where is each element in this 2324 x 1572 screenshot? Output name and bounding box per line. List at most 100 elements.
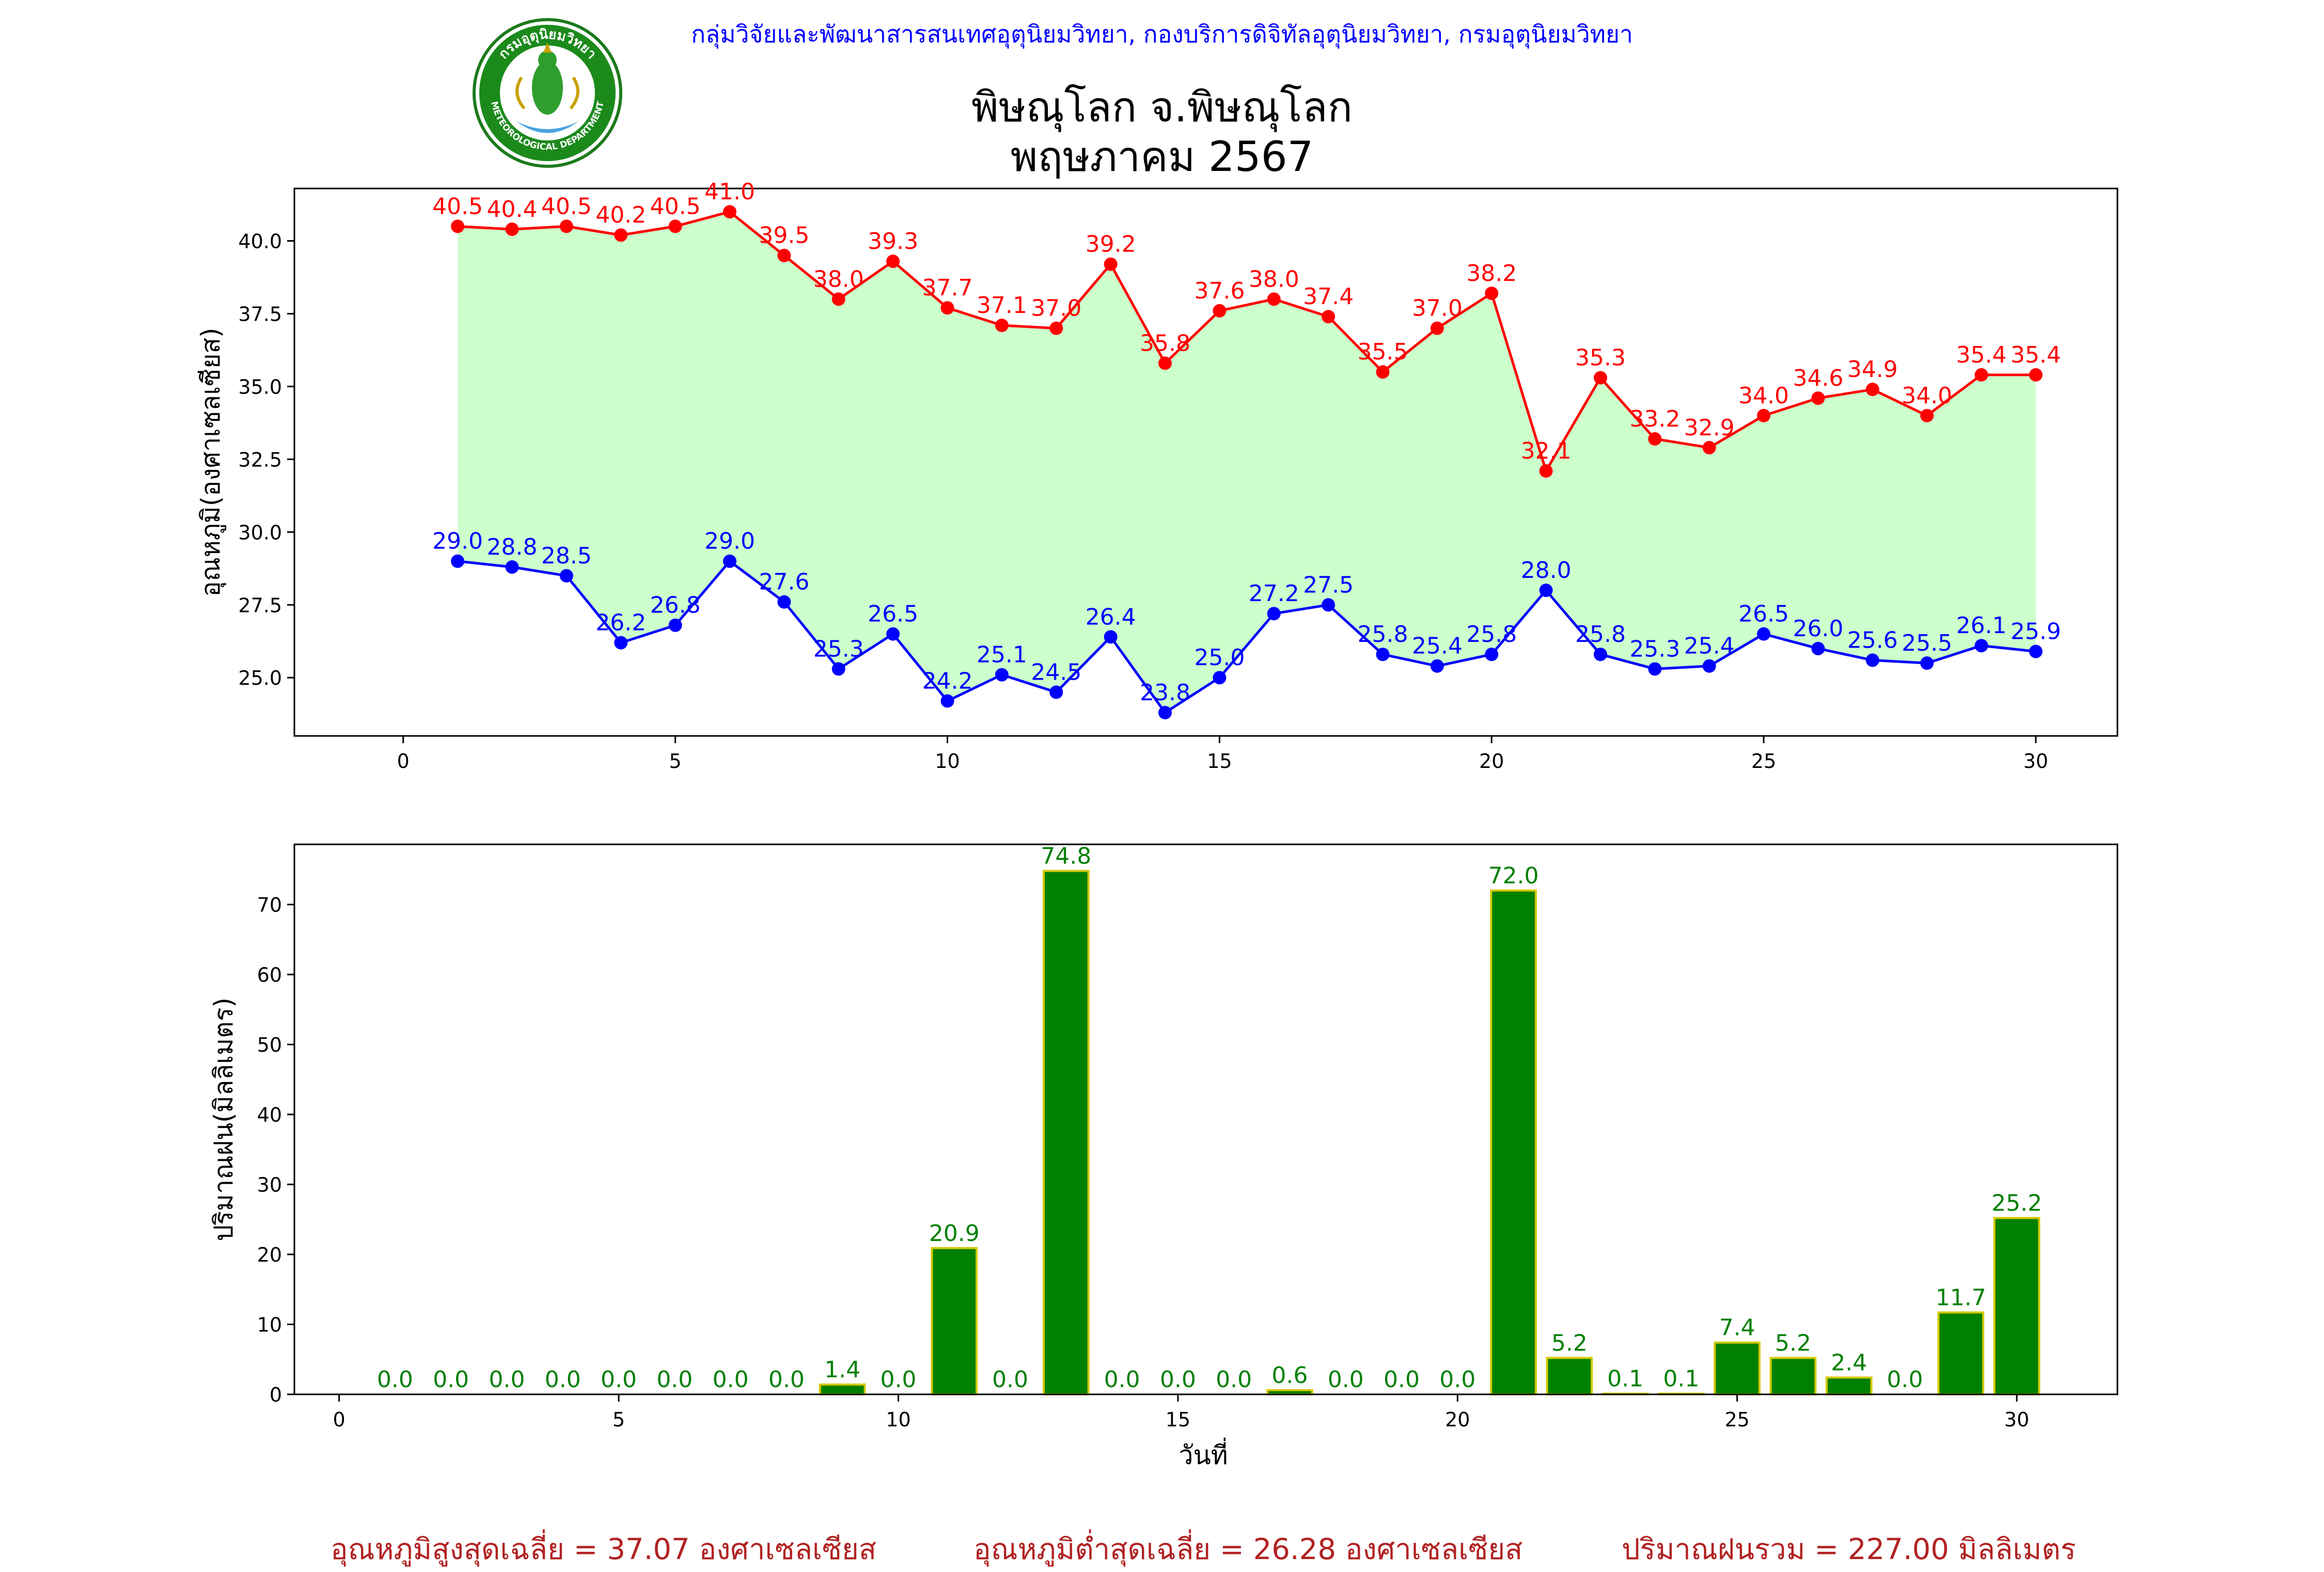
rain-x-tick-label: 25 — [1725, 1408, 1750, 1431]
rain-data-label: 0.6 — [1271, 1362, 1308, 1389]
rain-data-label: 0.0 — [1384, 1366, 1420, 1393]
max-temp-data-label: 35.8 — [1140, 330, 1190, 356]
max-temp-point — [1485, 286, 1499, 300]
max-temp-data-label: 35.3 — [1575, 344, 1626, 371]
min-temp-point — [1049, 685, 1063, 699]
rain-data-label: 20.9 — [929, 1220, 980, 1247]
max-temp-point — [1213, 304, 1227, 318]
max-temp-point — [1648, 432, 1662, 446]
min-temp-point — [1974, 639, 1988, 653]
rain-data-label: 0.0 — [880, 1366, 916, 1393]
min-temp-point — [723, 554, 736, 568]
max-temp-point — [2029, 368, 2043, 382]
max-temp-line — [457, 210, 2036, 475]
rain-x-tick-label: 30 — [2004, 1408, 2029, 1431]
min-temp-point — [1158, 705, 1172, 719]
rain-bar — [1490, 889, 1537, 1395]
min-temp-data-label: 26.5 — [868, 601, 918, 627]
temp-plot-frame — [293, 187, 2118, 737]
min-temp-point — [1811, 641, 1825, 655]
max-temp-point — [1049, 321, 1063, 335]
max-temp-data-label: 37.1 — [977, 292, 1027, 319]
min-temp-data-label: 26.2 — [595, 610, 646, 636]
min-temp-data-label: 25.0 — [1194, 644, 1245, 671]
rain-y-tick-label: 20 — [257, 1244, 282, 1266]
min-temp-point — [614, 636, 628, 650]
rain-x-axis-label: วันที่ — [1179, 1438, 1228, 1470]
rain-y-tick-label: 70 — [257, 894, 282, 917]
rain-y-tick-label: 10 — [257, 1314, 282, 1337]
min-temp-data-label: 29.0 — [432, 528, 483, 555]
rain-data-label: 0.0 — [1328, 1366, 1364, 1393]
rain-plot-frame — [293, 843, 2118, 1395]
max-temp-point — [1267, 292, 1281, 306]
min-temp-point — [1322, 598, 1336, 612]
min-temp-line — [457, 559, 2036, 715]
min-temp-data-label: 28.8 — [487, 534, 538, 560]
rain-data-label: 0.0 — [545, 1366, 581, 1393]
temp-x-tick-label: 0 — [397, 750, 410, 773]
max-temp-data-label: 33.2 — [1629, 406, 1680, 432]
rain-y-axis-label: ปริมาณฝน(มิลลิเมตร) — [209, 997, 239, 1241]
max-temp-data-label: 37.7 — [922, 275, 972, 301]
rain-y-tick-label: 40 — [257, 1104, 282, 1126]
rain-data-label: 72.0 — [1488, 862, 1539, 889]
logo-icon: กรมอุตุนิยมวิทยา METEOROLOGICAL DEPARTME… — [473, 18, 622, 168]
rain-data-label: 5.2 — [1775, 1330, 1811, 1357]
max-temp-point — [1757, 408, 1771, 422]
temp-range-fill — [458, 212, 2036, 713]
min-temp-data-label: 25.5 — [1902, 630, 1952, 656]
min-temp-point — [1539, 584, 1553, 598]
min-temp-data-label: 25.4 — [1412, 633, 1463, 659]
min-temp-point — [1648, 662, 1662, 676]
min-temp-point — [1213, 671, 1227, 685]
max-temp-data-label: 34.9 — [1847, 356, 1898, 383]
temp-x-tick-label: 25 — [1751, 750, 1776, 773]
rain-x-tick-label: 0 — [333, 1408, 346, 1431]
max-temp-point — [1811, 391, 1825, 405]
max-temp-data-label: 38.0 — [1249, 266, 1299, 292]
rain-data-label: 0.1 — [1607, 1366, 1643, 1392]
rain-data-label: 0.0 — [992, 1366, 1028, 1393]
min-temp-data-label: 23.8 — [1140, 680, 1190, 706]
max-temp-data-label: 39.5 — [759, 223, 809, 249]
rain-bar — [819, 1384, 866, 1395]
rain-data-label: 5.2 — [1551, 1330, 1588, 1357]
min-temp-data-label: 26.4 — [1086, 604, 1136, 630]
rain-y-tick-label: 30 — [257, 1174, 282, 1197]
max-temp-data-label: 34.0 — [1738, 383, 1789, 409]
min-temp-point — [1104, 630, 1118, 644]
min-temp-data-label: 25.3 — [1629, 636, 1680, 662]
min-temp-data-label: 25.8 — [1357, 621, 1408, 648]
rain-bar — [1937, 1311, 1985, 1396]
max-temp-point — [1920, 408, 1934, 422]
max-temp-point — [668, 219, 682, 233]
temp-y-tick-label: 37.5 — [238, 303, 282, 325]
max-temp-data-label: 37.6 — [1194, 278, 1245, 304]
min-temp-point — [1485, 648, 1499, 662]
min-temp-data-label: 27.5 — [1303, 572, 1354, 598]
min-temp-point — [777, 595, 791, 609]
min-temp-point — [831, 662, 845, 676]
agency-header: กลุ่มวิจัยและพัฒนาสารสนเทศอุตุนิยมวิทยา,… — [691, 20, 1633, 48]
max-temp-point — [723, 205, 736, 219]
min-temp-data-label: 26.0 — [1793, 616, 1843, 642]
rain-y-tick-label: 50 — [257, 1034, 282, 1057]
max-temp-data-label: 39.3 — [868, 228, 918, 255]
rain-data-label: 0.0 — [713, 1366, 749, 1393]
max-temp-point — [777, 248, 791, 262]
min-temp-point — [1757, 627, 1771, 641]
rain-data-label: 0.0 — [1104, 1366, 1140, 1393]
max-temp-data-label: 40.5 — [541, 193, 592, 219]
min-temp-data-label: 24.2 — [922, 668, 972, 694]
temp-x-tick-label: 5 — [669, 750, 682, 773]
max-temp-data-label: 40.2 — [595, 202, 646, 228]
min-temp-data-label: 25.1 — [977, 642, 1027, 668]
max-temp-data-label: 35.4 — [1956, 342, 2007, 368]
max-temp-point — [1702, 441, 1716, 454]
min-temp-point — [451, 554, 465, 568]
min-temp-point — [1920, 656, 1934, 670]
max-temp-data-label: 38.2 — [1466, 260, 1517, 287]
max-temp-data-label: 39.2 — [1086, 231, 1136, 258]
